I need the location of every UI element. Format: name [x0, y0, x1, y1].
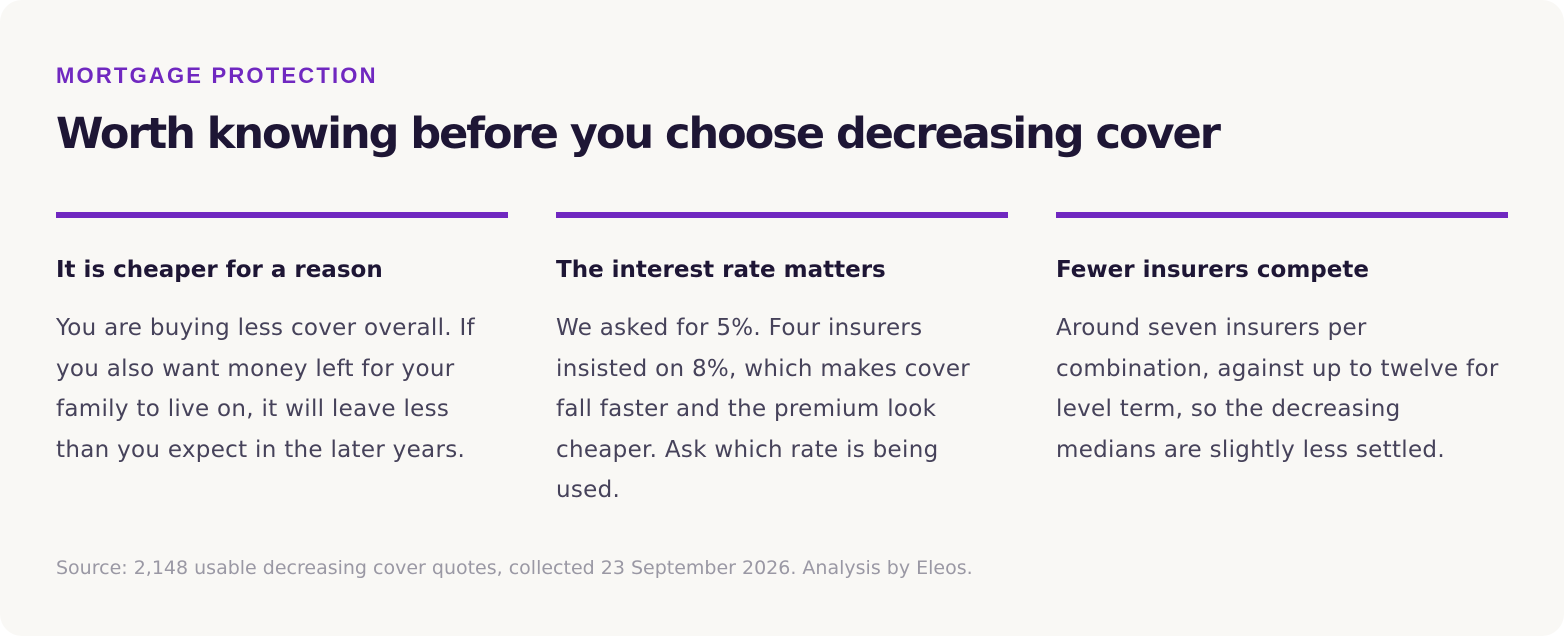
page-title: Worth knowing before you choose decreasi…: [56, 109, 1221, 159]
column-body: You are buying less cover overall. If yo…: [56, 315, 475, 463]
info-column-insurers: Fewer insurers compete Around seven insu…: [1056, 212, 1508, 511]
column-body: We asked for 5%. Four insurers insisted …: [556, 315, 971, 503]
column-heading: Fewer insurers compete: [1056, 257, 1369, 283]
column-divider: [56, 212, 508, 218]
info-columns: It is cheaper for a reason You are buyin…: [56, 212, 1508, 511]
column-divider: [1056, 212, 1508, 218]
info-column-interest-rate: The interest rate matters We asked for 5…: [556, 212, 1008, 511]
source-note: Source: 2,148 usable decreasing cover qu…: [56, 557, 973, 579]
column-divider: [556, 212, 1008, 218]
info-column-reason: It is cheaper for a reason You are buyin…: [56, 212, 508, 511]
column-body: Around seven insurers per combination, a…: [1056, 315, 1499, 463]
column-heading: The interest rate matters: [556, 257, 886, 283]
column-heading: It is cheaper for a reason: [56, 257, 383, 283]
section-eyebrow: MORTGAGE PROTECTION: [56, 63, 378, 88]
